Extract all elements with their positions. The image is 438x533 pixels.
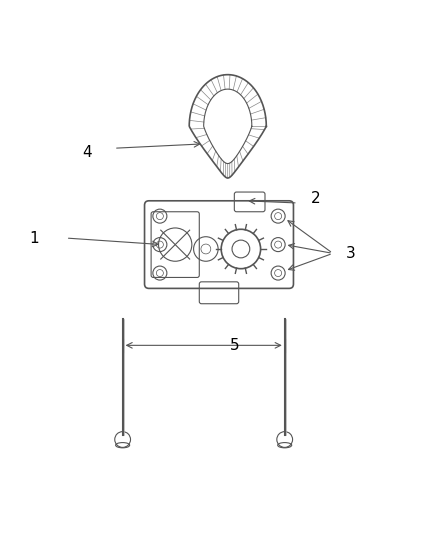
Text: 5: 5 (230, 338, 240, 353)
Text: 1: 1 (30, 231, 39, 246)
Text: 4: 4 (82, 145, 92, 160)
Text: 3: 3 (346, 246, 356, 261)
Text: 2: 2 (311, 191, 321, 206)
